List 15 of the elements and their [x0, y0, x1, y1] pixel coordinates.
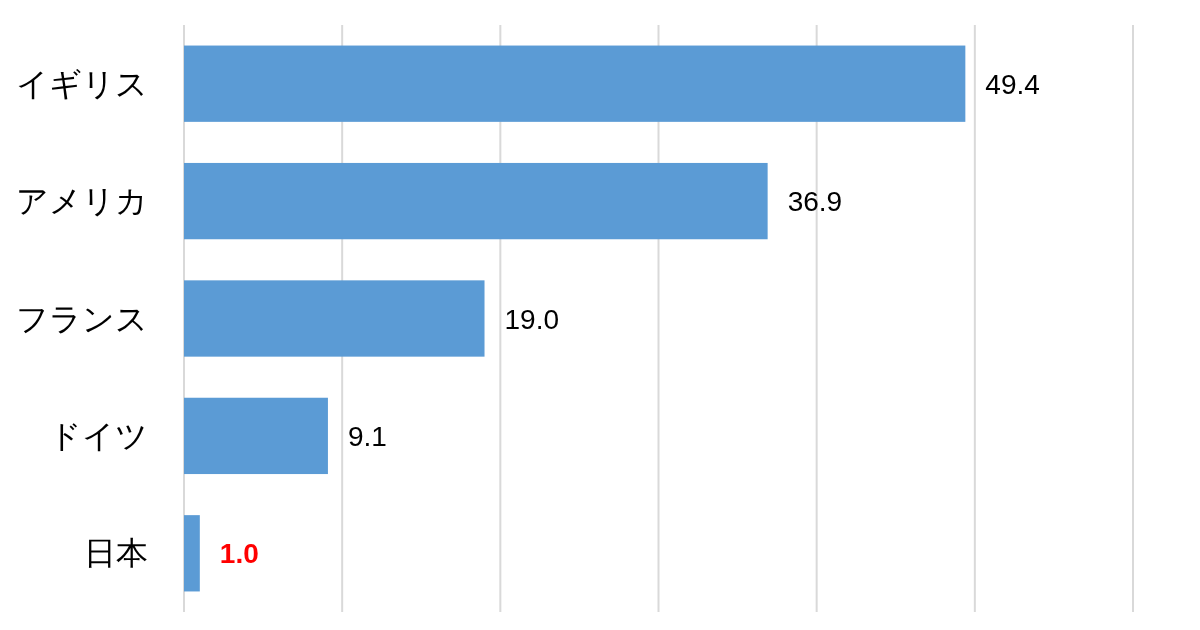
data-label: 9.1 — [347, 420, 387, 452]
y-tick-label: フランス — [16, 300, 148, 337]
bar — [184, 515, 200, 592]
data-label: 36.9 — [787, 186, 843, 218]
bar — [184, 162, 768, 240]
data-label: 49.4 — [985, 68, 1040, 100]
y-tick-label: 日本 — [84, 535, 148, 572]
bar — [184, 45, 966, 122]
y-tick-label: アメリカ — [16, 183, 148, 220]
data-label: 19.0 — [504, 303, 560, 335]
y-tick-label: ドイツ — [49, 417, 148, 454]
y-tick-label: イギリス — [16, 65, 148, 102]
annotation: 1.0 — [219, 538, 259, 570]
bar — [184, 397, 328, 475]
bar — [184, 280, 485, 357]
